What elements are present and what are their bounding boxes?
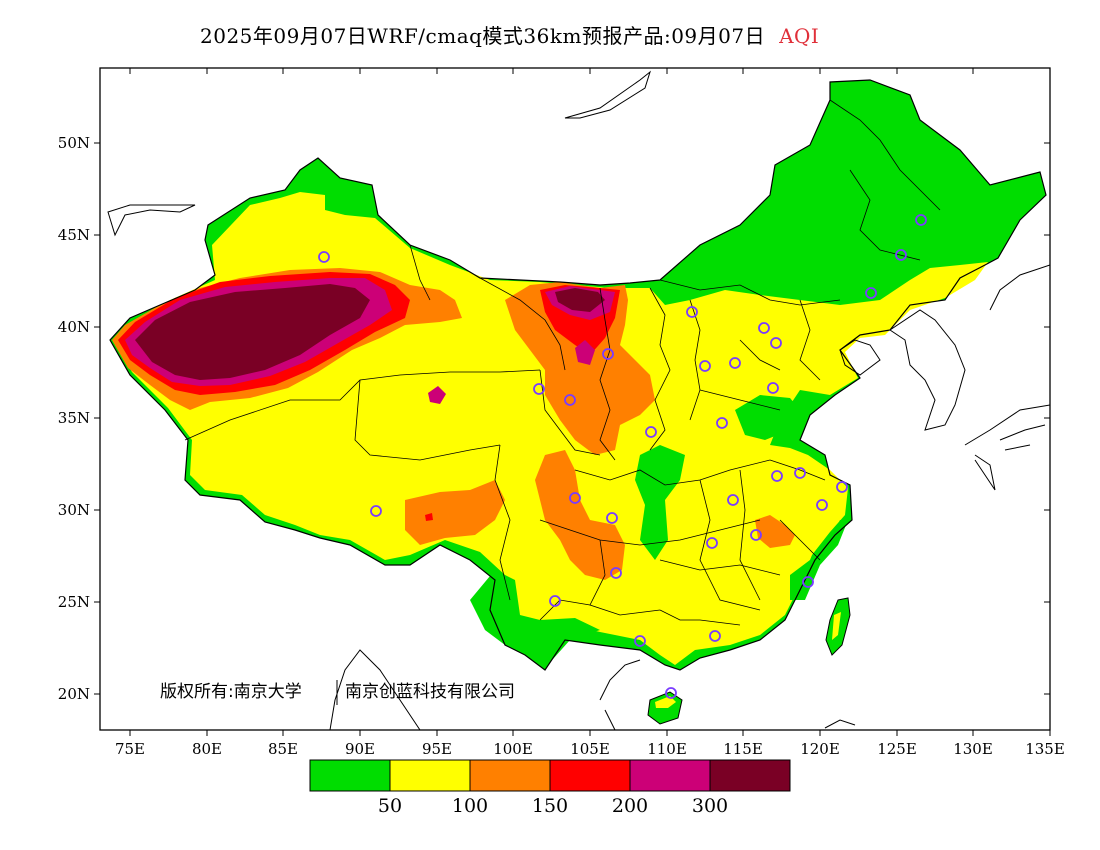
- city-marker: [750, 529, 762, 541]
- y-tick-label: 25N: [58, 593, 90, 611]
- city-markers: [318, 214, 927, 699]
- legend-swatch-2: [389, 759, 471, 792]
- map-title: 2025年09月07日WRF/cmaq模式36km预报产品:09月07日 AQI: [200, 20, 819, 49]
- x-tick-label: 135E: [1025, 740, 1065, 758]
- map-content: [107, 70, 1050, 730]
- city-marker: [610, 567, 622, 579]
- city-marker: [915, 214, 927, 226]
- city-marker: [602, 348, 614, 360]
- city-marker: [634, 635, 646, 647]
- city-marker: [606, 512, 618, 524]
- x-tick-label: 85E: [268, 740, 298, 758]
- city-marker: [564, 394, 576, 406]
- y-tick-label: 35N: [58, 409, 90, 427]
- map-frame: [99, 67, 1051, 731]
- x-tick-label: 105E: [570, 740, 610, 758]
- variable-label: AQI: [779, 24, 820, 48]
- usg-region-tibet: [405, 480, 505, 545]
- green-pocket-east: [735, 395, 800, 440]
- city-marker: [318, 251, 330, 263]
- city-marker: [794, 467, 806, 479]
- city-marker: [686, 306, 698, 318]
- legend-swatch-4: [549, 759, 631, 792]
- x-axis-labels: 75E 80E 85E 90E 95E 100E 105E 110E 115E …: [115, 740, 1065, 758]
- copyright-left: 版权所有:南京大学: [160, 682, 302, 702]
- y-tick-label: 40N: [58, 318, 90, 336]
- legend-swatch-6: [709, 759, 791, 792]
- hazardous-region-north: [555, 288, 605, 312]
- green-pocket-central: [635, 445, 685, 560]
- city-marker: [699, 360, 711, 372]
- legend-swatch-1: [309, 759, 391, 792]
- city-marker: [758, 322, 770, 334]
- province-borders: [184, 99, 941, 626]
- x-tick-label: 75E: [115, 740, 145, 758]
- city-marker: [569, 492, 581, 504]
- hazardous-region-west: [135, 284, 370, 380]
- very-unhealthy-spot: [575, 340, 595, 365]
- city-marker: [645, 426, 657, 438]
- city-marker: [771, 470, 783, 482]
- legend-label: 50: [378, 795, 402, 817]
- usg-region-east: [755, 515, 795, 548]
- city-marker: [895, 249, 907, 261]
- legend-labels: 50 100 150 200 300: [378, 795, 728, 817]
- city-marker: [533, 383, 545, 395]
- x-tick-label: 130E: [953, 740, 993, 758]
- city-marker: [727, 494, 739, 506]
- city-marker: [836, 481, 848, 493]
- hainan-yellow: [655, 696, 676, 708]
- legend-bar: [309, 759, 791, 792]
- city-marker: [767, 382, 779, 394]
- city-marker: [709, 630, 721, 642]
- y-tick-label: 50N: [58, 134, 90, 152]
- city-marker: [706, 537, 718, 549]
- city-marker: [729, 357, 741, 369]
- legend-swatch-5: [629, 759, 711, 792]
- city-marker: [865, 287, 877, 299]
- coastlines: [107, 70, 1050, 730]
- usg-region-north: [505, 282, 655, 455]
- city-marker: [802, 576, 814, 588]
- city-marker: [770, 337, 782, 349]
- x-tick-label: 90E: [345, 740, 375, 758]
- city-marker: [665, 687, 677, 699]
- y-tick-label: 45N: [58, 226, 90, 244]
- x-tick-label: 80E: [192, 740, 222, 758]
- x-tick-label: 95E: [422, 740, 452, 758]
- title-text: 2025年09月07日WRF/cmaq模式36km预报产品:09月07日: [200, 24, 766, 48]
- x-tick-label: 100E: [493, 740, 533, 758]
- legend-swatch-3: [469, 759, 551, 792]
- city-marker: [716, 417, 728, 429]
- legend-label: 300: [692, 795, 728, 817]
- green-pocket-sw: [470, 570, 600, 668]
- y-tick-label: 20N: [58, 685, 90, 703]
- taiwan-yellow: [832, 612, 841, 640]
- x-tick-label: 120E: [800, 740, 840, 758]
- y-tick-label: 30N: [58, 501, 90, 519]
- axis-ticks: [94, 68, 1051, 736]
- city-marker: [370, 505, 382, 517]
- x-tick-label: 125E: [877, 740, 917, 758]
- y-axis-labels: 50N 45N 40N 35N 30N 25N 20N: [58, 134, 90, 703]
- usg-region-central: [535, 450, 625, 580]
- city-marker: [549, 595, 561, 607]
- city-marker: [816, 499, 828, 511]
- copyright-right: 南京创蓝科技有限公司: [345, 682, 515, 702]
- x-tick-label: 115E: [723, 740, 763, 758]
- x-tick-label: 110E: [647, 740, 687, 758]
- legend-label: 150: [532, 795, 568, 817]
- unhealthy-dot-tibet: [425, 513, 433, 521]
- legend-label: 200: [612, 795, 648, 817]
- legend-label: 100: [452, 795, 488, 817]
- very-unhealthy-spot-center: [428, 386, 446, 404]
